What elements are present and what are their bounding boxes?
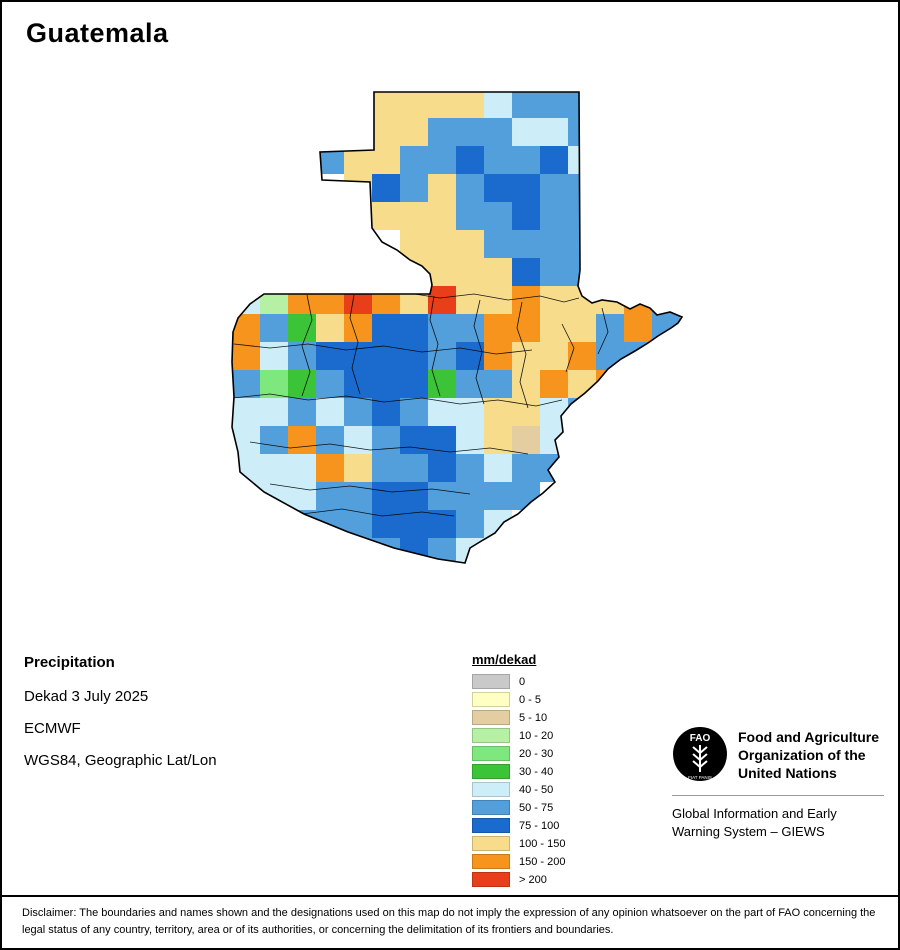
legend-label: > 200 bbox=[519, 873, 547, 886]
disclaimer-text: Disclaimer: The boundaries and names sho… bbox=[2, 895, 898, 948]
legend-entry: 30 - 40 bbox=[472, 764, 565, 779]
legend: mm/dekad 0 0 - 5 5 - 10 10 - 20 20 - 30 30 - … bbox=[472, 652, 565, 890]
legend-entry: 5 - 10 bbox=[472, 710, 565, 725]
legend-entry: 50 - 75 bbox=[472, 800, 565, 815]
legend-swatch bbox=[472, 710, 510, 725]
legend-label: 10 - 20 bbox=[519, 729, 554, 742]
legend-label: 75 - 100 bbox=[519, 819, 560, 832]
fao-logo-text: FAO bbox=[690, 733, 711, 744]
map-info-block: Precipitation Dekad 3 July 2025 ECMWF WG… bbox=[24, 654, 217, 784]
admin-boundaries bbox=[232, 291, 609, 517]
legend-entry: 10 - 20 bbox=[472, 728, 565, 743]
legend-entry: 150 - 200 bbox=[472, 854, 565, 869]
page-title: Guatemala bbox=[26, 18, 169, 48]
legend-label: 50 - 75 bbox=[519, 801, 554, 814]
legend-swatch bbox=[472, 782, 510, 797]
country-outline bbox=[231, 91, 684, 564]
legend-label: 0 bbox=[519, 675, 526, 688]
legend-entries: 0 0 - 5 5 - 10 10 - 20 20 - 30 30 - 40 40 - 50… bbox=[472, 674, 565, 887]
info-product: Precipitation bbox=[24, 654, 115, 671]
giews-label: Global Information and Early Warning Sys… bbox=[672, 805, 837, 839]
fao-logo: FAO FIAT PANIS bbox=[673, 727, 727, 781]
wheat-icon bbox=[692, 745, 708, 772]
info-dekad: Dekad 3 July 2025 bbox=[24, 688, 149, 705]
fao-org-name: Food and Agriculture Organization of the… bbox=[738, 729, 880, 782]
legend-entry: 20 - 30 bbox=[472, 746, 565, 761]
legend-entry: 0 bbox=[472, 674, 565, 689]
legend-swatch bbox=[472, 800, 510, 815]
legend-swatch bbox=[472, 674, 510, 689]
legend-entry: 0 - 5 bbox=[472, 692, 565, 707]
legend-entry: 100 - 150 bbox=[472, 836, 565, 851]
legend-label: 30 - 40 bbox=[519, 765, 554, 778]
legend-swatch bbox=[472, 818, 510, 833]
legend-label: 0 - 5 bbox=[519, 693, 542, 706]
legend-title: mm/dekad bbox=[472, 652, 537, 667]
legend-swatch bbox=[472, 872, 510, 887]
legend-label: 20 - 30 bbox=[519, 747, 554, 760]
legend-label: 100 - 150 bbox=[519, 837, 566, 850]
fao-block: FAO FIAT PANIS Food and Agriculture Orga… bbox=[672, 726, 884, 841]
legend-entry: 75 - 100 bbox=[472, 818, 565, 833]
legend-swatch bbox=[472, 764, 510, 779]
info-projection: WGS84, Geographic Lat/Lon bbox=[24, 752, 217, 769]
legend-swatch bbox=[472, 746, 510, 761]
legend-label: 5 - 10 bbox=[519, 711, 548, 724]
legend-swatch bbox=[472, 836, 510, 851]
legend-swatch bbox=[472, 692, 510, 707]
fao-motto-text: FIAT PANIS bbox=[688, 775, 712, 780]
legend-label: 40 - 50 bbox=[519, 783, 554, 796]
raster-cells bbox=[232, 92, 680, 563]
legend-swatch bbox=[472, 728, 510, 743]
fao-divider bbox=[672, 794, 884, 796]
legend-entry: 40 - 50 bbox=[472, 782, 565, 797]
legend-swatch bbox=[472, 854, 510, 869]
legend-entry: > 200 bbox=[472, 872, 565, 887]
legend-label: 150 - 200 bbox=[519, 855, 566, 868]
info-source: ECMWF bbox=[24, 720, 81, 737]
